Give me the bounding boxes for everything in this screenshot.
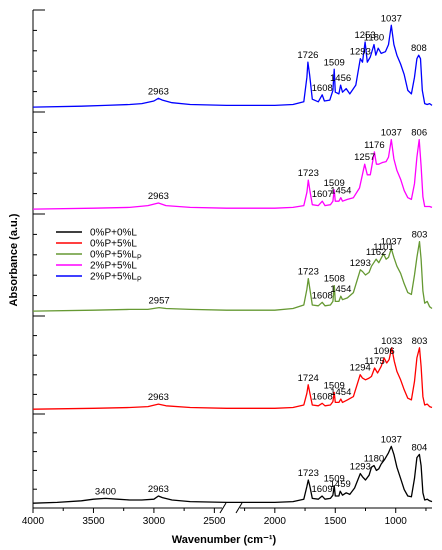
peak-label: 2963 (148, 191, 169, 202)
x-axis-title: Wavenumber (cm⁻¹) (172, 534, 277, 546)
peak-label: 1608 (312, 83, 333, 94)
peak-label: 1454 (330, 186, 351, 197)
peak-label: 1454 (330, 387, 351, 398)
peak-label: 2963 (148, 484, 169, 495)
y-axis-title: Absorbance (a.u.) (8, 213, 20, 306)
peak-label: 1101 (373, 242, 393, 253)
peak-label: 1609 (312, 484, 333, 495)
peak-label: 1509 (324, 57, 345, 68)
legend-label: 2%P+5%L (90, 261, 137, 272)
peak-label: 1509 (324, 178, 345, 189)
peak-label: 2957 (149, 296, 170, 307)
peak-label: 808 (411, 43, 427, 54)
peak-label: 1509 (324, 380, 345, 391)
peak-label: 1037 (381, 434, 402, 445)
x-tick-label: 3500 (82, 516, 105, 527)
peak-label: 1037 (381, 237, 402, 248)
peak-label: 1608 (312, 391, 333, 402)
legend-label: 0%P+5%LP (90, 250, 142, 262)
peak-label: 2963 (148, 86, 169, 97)
peak-label: 1723 (298, 267, 319, 278)
peak-label: 803 (412, 336, 428, 347)
series-line (32, 240, 433, 312)
series-line (32, 347, 433, 410)
series-line (32, 138, 433, 210)
series-line (32, 24, 433, 108)
peak-label: 1096 (374, 346, 395, 357)
x-tick-label: 2000 (264, 516, 287, 527)
peak-label: 1608 (312, 290, 333, 301)
peak-label: 1293 (350, 462, 371, 473)
peak-label: 1454 (330, 284, 351, 295)
peak-label: 1175 (364, 356, 384, 367)
peak-label: 1037 (381, 13, 402, 24)
axis-break-mark (219, 502, 227, 514)
peak-label: 1723 (298, 168, 319, 179)
x-tick-label: 4000 (22, 516, 45, 527)
peak-label: 1176 (364, 140, 384, 151)
peak-label: 1723 (298, 468, 319, 479)
series-line (32, 445, 433, 504)
legend-label: 0%P+5%L (90, 239, 137, 250)
x-tick-label: 1000 (385, 516, 408, 527)
x-axis: 4000 3500 3000 2500 2000 1500 1000 (22, 502, 432, 527)
peak-label: 1162 (366, 247, 386, 258)
series-layer (32, 24, 433, 504)
x-tick-label: 2500 (203, 516, 226, 527)
peak-label: 1180 (364, 33, 384, 44)
legend: 0%P+0%L0%P+5%L0%P+5%LP2%P+5%L2%P+5%LP (56, 228, 142, 284)
peak-label: 806 (411, 128, 427, 139)
x-tick-label: 1500 (324, 516, 347, 527)
peak-label: 1293 (350, 258, 371, 269)
peak-label: 1509 (324, 474, 345, 485)
peak-label: 803 (412, 230, 428, 241)
peak-label: 1257 (354, 152, 375, 163)
peak-label: 1607 (312, 189, 333, 200)
peak-label: 2963 (148, 392, 169, 403)
peak-labels-layer: 2963172616081509145612931253118010378082… (95, 13, 428, 497)
peak-label: 1459 (330, 479, 351, 490)
peak-label: 1033 (381, 336, 402, 347)
peak-label: 1456 (330, 73, 351, 84)
peak-label: 1293 (350, 47, 371, 58)
x-tick-label: 3000 (143, 516, 166, 527)
peak-label: 1253 (355, 30, 376, 41)
peak-label: 804 (411, 442, 427, 453)
peak-label: 1724 (298, 373, 319, 384)
legend-label: 2%P+5%LP (90, 272, 142, 284)
chart-panels (32, 9, 45, 508)
legend-label: 0%P+0%L (90, 228, 137, 239)
peak-label: 1508 (324, 274, 345, 285)
peak-label: 1180 (364, 454, 384, 465)
peak-label: 1726 (297, 50, 318, 61)
peak-label: 3400 (95, 486, 116, 497)
axis-break-mark (235, 502, 243, 514)
peak-label: 1037 (381, 128, 402, 139)
peak-label: 1294 (350, 363, 371, 374)
